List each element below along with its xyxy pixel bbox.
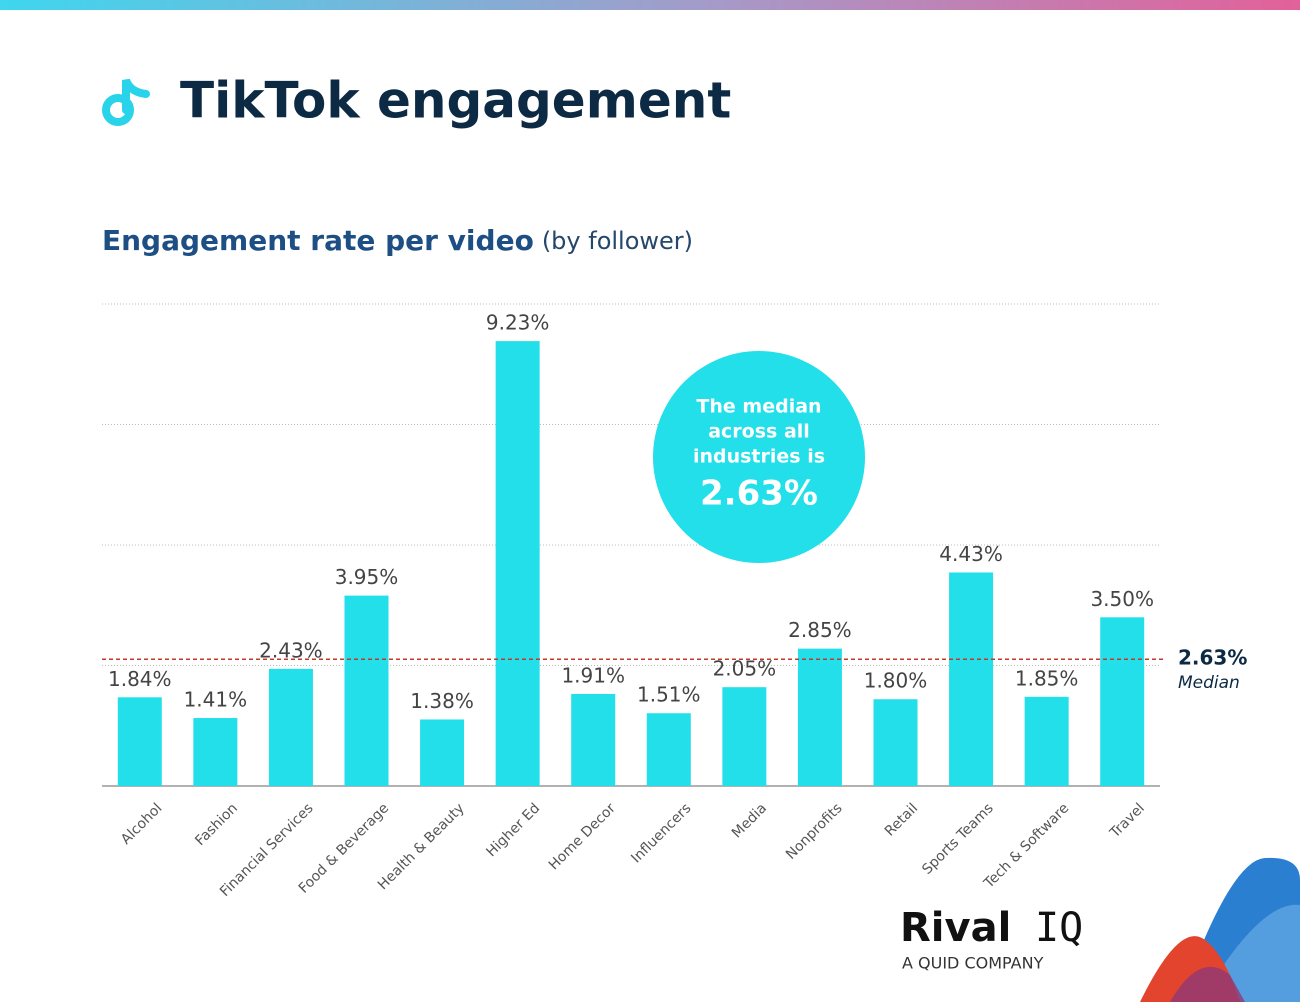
logo: Rival IQ A QUID COMPANY — [900, 905, 1083, 973]
value-label: 2.05% — [713, 657, 777, 681]
subtitle-main: Engagement rate per video — [102, 224, 534, 257]
value-label: 1.85% — [1015, 666, 1079, 690]
chart-subtitle: Engagement rate per video (by follower) — [102, 224, 693, 257]
value-label: 2.43% — [259, 638, 323, 662]
x-tick-label: Media — [729, 800, 770, 841]
x-tick-label: Alcohol — [118, 800, 165, 847]
annotation-text: The median — [696, 396, 821, 418]
x-tick-label: Travel — [1106, 800, 1147, 841]
bar — [1100, 617, 1145, 786]
bar — [722, 687, 767, 786]
x-tick-label: Influencers — [628, 800, 694, 866]
value-label: 3.95% — [335, 565, 399, 589]
annotation-circle — [653, 351, 865, 563]
bar — [344, 595, 389, 786]
x-tick-label: Higher Ed — [483, 800, 543, 860]
value-label: 1.84% — [108, 667, 172, 691]
logo-tagline: A QUID COMPANY — [902, 954, 1044, 973]
bar — [873, 699, 918, 786]
value-label: 1.38% — [410, 689, 474, 713]
median-value-label: 2.63% — [1178, 646, 1247, 670]
bar — [949, 572, 994, 786]
bar — [646, 713, 691, 786]
value-label: 1.51% — [637, 683, 701, 707]
median-name: Median — [1178, 673, 1240, 693]
value-label: 3.50% — [1090, 587, 1154, 611]
x-tick-label: Sports Teams — [919, 800, 997, 878]
value-label: 1.91% — [561, 663, 625, 687]
bar — [117, 697, 162, 786]
value-label: 1.80% — [864, 669, 928, 693]
x-tick-label: Fashion — [192, 800, 241, 849]
value-label: 2.85% — [788, 618, 852, 642]
x-tick-label: Nonprofits — [783, 800, 846, 863]
corner-waves — [1140, 857, 1300, 1002]
bar — [797, 648, 842, 786]
value-label: 1.41% — [184, 688, 248, 712]
logo-name: Rival — [900, 905, 1011, 951]
annotation-text: across all — [708, 421, 810, 443]
bar — [193, 718, 238, 786]
chart-title: TikTok engagement — [180, 72, 731, 130]
value-label: 4.43% — [939, 542, 1003, 566]
x-tick-label: Home Decor — [546, 800, 619, 873]
logo-mark: IQ — [1035, 905, 1083, 951]
annotation-text: industries is — [693, 446, 825, 468]
value-label: 9.23% — [486, 311, 550, 335]
subtitle-note: (by follower) — [542, 227, 693, 255]
x-tick-label: Retail — [882, 800, 921, 839]
top-stripe — [0, 0, 1300, 10]
bar — [1024, 696, 1069, 786]
bar — [571, 693, 616, 786]
bar — [495, 341, 540, 786]
bar — [268, 668, 313, 786]
bar — [420, 719, 465, 786]
annotation-value: 2.63% — [700, 474, 818, 514]
tiktok-icon — [102, 78, 150, 126]
